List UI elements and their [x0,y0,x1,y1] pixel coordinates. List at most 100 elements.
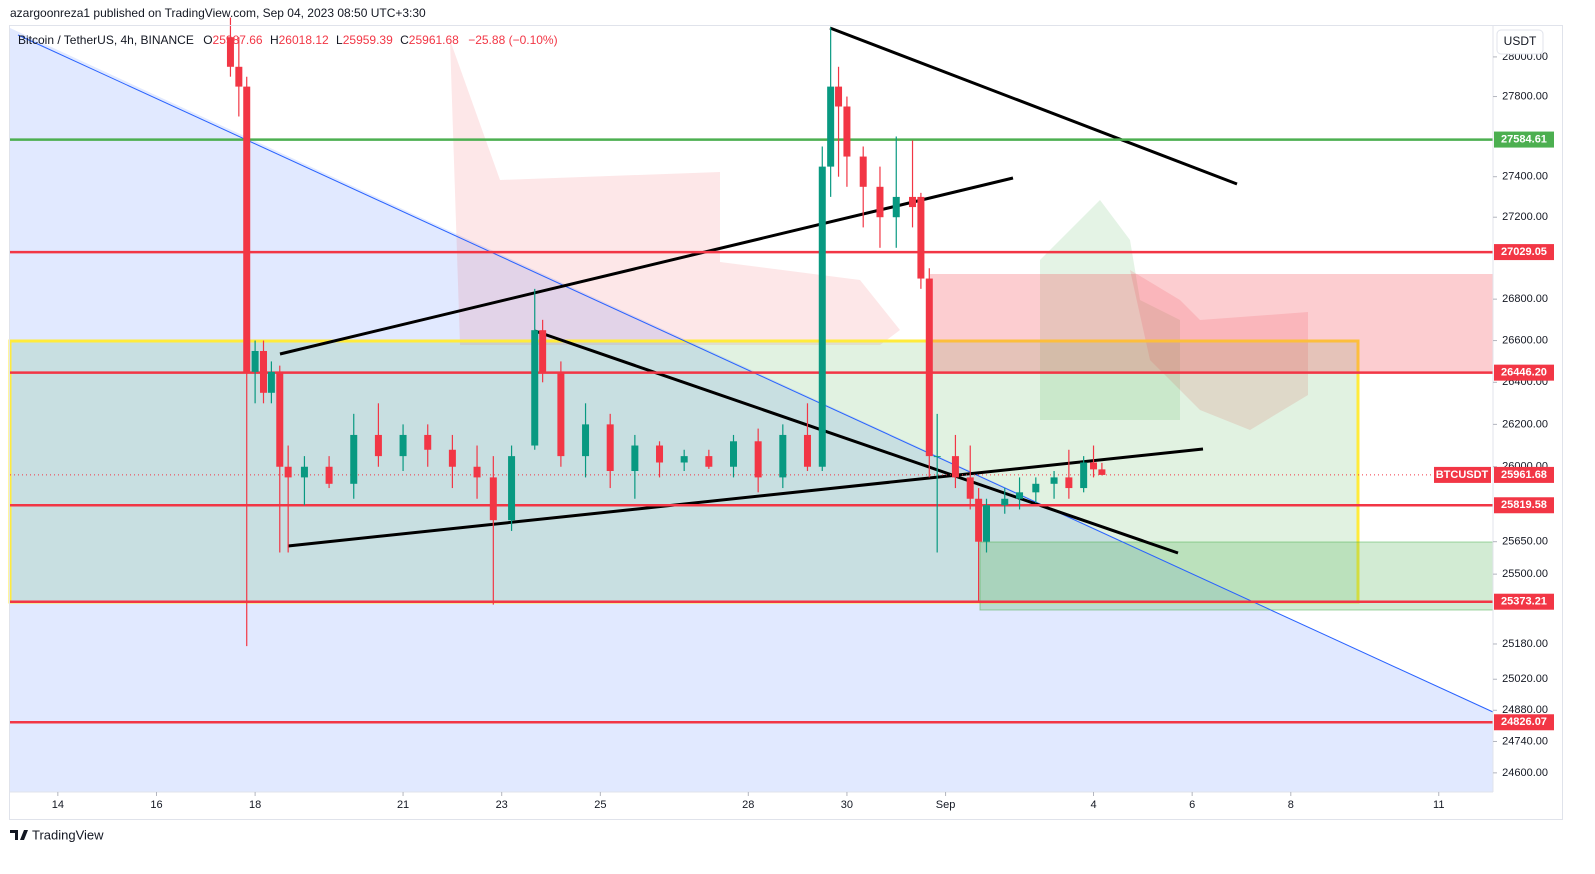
currency-label[interactable]: USDT [1504,34,1537,48]
y-tick-label: 25180.00 [1502,638,1548,650]
level-tag [1494,714,1554,731]
candle-body [424,434,432,450]
x-tick-label: 30 [841,799,853,811]
candle-body [557,371,565,457]
level-label: 27029.05 [1501,246,1547,258]
level-label: 26446.20 [1501,367,1547,379]
last-price-label: 25961.68 [1501,469,1547,481]
y-tick-label: 27200.00 [1502,211,1548,223]
ohlc-value: 25959.39 [343,33,393,47]
candle-body [859,156,867,187]
candle-body [680,456,688,463]
candle-body [1090,462,1098,470]
ohlc-value: 25987.66 [213,33,263,47]
ohlc-label: L [336,33,343,47]
x-tick-label: 14 [52,799,64,811]
candle-body [284,466,292,478]
candle-body [300,466,308,478]
cloud-green [1040,200,1180,420]
y-tick-label: 24600.00 [1502,767,1548,779]
brand-name: TradingView [32,827,104,842]
ohlc-label: C [400,33,409,47]
candle-body [631,445,639,472]
x-tick-label: 11 [1433,799,1444,811]
candle-body [374,434,382,457]
candle-body [508,456,516,521]
trendline [287,447,1204,548]
candle-body [1080,462,1088,489]
frame [9,25,1563,820]
candle-body [235,66,243,87]
candle-body [818,166,826,467]
x-tick-label: 28 [742,799,754,811]
candle-body [975,498,983,542]
level-tag [1494,131,1554,148]
candle-body [325,466,333,484]
symbol-tag-bg [1434,466,1491,483]
x-tick-label: 6 [1189,799,1195,811]
x-tick-label: 21 [397,799,409,811]
candle-body [779,434,787,478]
legend: Bitcoin / TetherUS, 4h, BINANCE O25987.6… [18,33,558,47]
level-label: 24826.07 [1501,716,1547,728]
candle-body [251,350,259,372]
ohlc-label: H [270,33,279,47]
level-tag [1494,364,1554,381]
y-tick-label: 25650.00 [1502,536,1548,548]
x-tick-label: 16 [150,799,162,811]
candles [226,17,1106,647]
y-tick-label: 27800.00 [1502,90,1548,102]
symbol-tag: BTCUSDT [1436,469,1489,481]
brand-logo [10,830,28,840]
candle-body [835,86,843,107]
candle-body [267,371,275,393]
level-label: 25373.21 [1501,596,1547,608]
candle-body [843,106,851,157]
y-tick-label: 24880.00 [1502,704,1548,716]
candle-body [892,196,900,218]
y-tick-label: 24740.00 [1502,735,1548,747]
cloud-red [450,40,900,345]
candle-body [226,37,234,67]
level-label: 27584.61 [1501,133,1547,145]
y-tick-label: 26600.00 [1502,334,1548,346]
candle-body [705,456,713,467]
x-tick-label: Sep [936,799,956,811]
currency-button[interactable] [1496,29,1544,55]
resistance-zone [930,274,1493,373]
candle-body [399,434,407,457]
x-tick-label: 23 [496,799,508,811]
candle-body [489,477,497,521]
publisher-line: azargoonreza1 published on TradingView.c… [10,6,426,20]
x-tick-label: 18 [249,799,261,811]
candle-body [582,424,590,457]
candle-body [983,505,991,542]
candle-body [925,278,933,457]
y-tick-label: 26800.00 [1502,293,1548,305]
cloud-red [1130,270,1308,430]
x-tick-label: 25 [594,799,606,811]
candle-body [933,456,941,458]
ohlc-label: O [203,33,212,47]
trendline [829,26,1238,186]
support-zone [979,541,1494,611]
ohlc-value: 26018.12 [279,33,329,47]
candle-body [1050,477,1058,484]
y-tick-label: 26200.00 [1502,418,1548,430]
candle-body [917,196,925,279]
x-tick-label: 8 [1288,799,1294,811]
price-tags: 27584.61 27029.05 26446.20 25819.58 25373.21… [1434,131,1554,731]
candle-body [448,449,456,467]
y-tick-label: 25500.00 [1502,568,1548,580]
symbol-title: Bitcoin / TetherUS, 4h, BINANCE [18,33,194,47]
level-tag [1494,593,1554,610]
candle-body [259,350,267,393]
candle-body [729,441,737,467]
axes: 24600.00 24740.00 24880.00 25020.00 25180.00… [52,51,1548,811]
candle-body [1065,477,1073,489]
brand: TradingView [10,827,104,842]
last-price-tag [1494,466,1554,483]
candle-body [473,466,481,478]
